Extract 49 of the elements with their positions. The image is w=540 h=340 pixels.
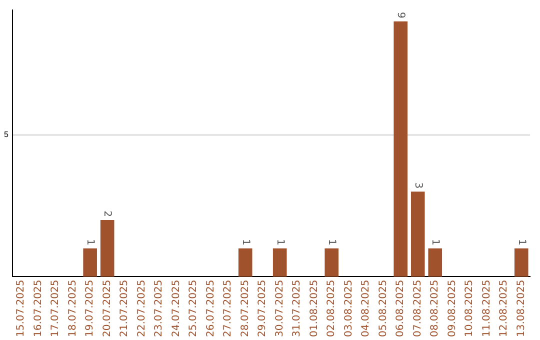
data-label: 3 bbox=[412, 182, 424, 189]
data-label: 9 bbox=[395, 12, 406, 18]
data-label: 1 bbox=[430, 238, 441, 246]
bar bbox=[272, 248, 287, 277]
data-label: 2 bbox=[102, 210, 113, 217]
x-tick-label: 27.07.2025 bbox=[222, 280, 234, 338]
x-tick-label: 03.08.2025 bbox=[343, 280, 354, 338]
x-tick-label: 30.07.2025 bbox=[274, 280, 286, 338]
x-tick-label: 10.08.2025 bbox=[464, 280, 476, 338]
x-tick-label: 22.07.2025 bbox=[136, 280, 148, 338]
bar bbox=[238, 248, 252, 277]
bar bbox=[514, 248, 528, 277]
bar bbox=[394, 21, 408, 277]
x-tick-label: 06.08.2025 bbox=[395, 280, 406, 338]
x-tick-label: 19.07.2025 bbox=[84, 280, 96, 338]
x-tick-label: 23.07.2025 bbox=[154, 280, 165, 338]
x-tick-label: 21.07.2025 bbox=[119, 280, 130, 338]
bar bbox=[324, 248, 339, 277]
x-tick-label: 09.08.2025 bbox=[446, 280, 458, 338]
x-tick-label: 05.08.2025 bbox=[378, 280, 389, 338]
x-tick-label: 26.07.2025 bbox=[205, 280, 216, 338]
x-tick-label: 24.07.2025 bbox=[170, 280, 182, 338]
data-label: 1 bbox=[240, 238, 251, 246]
x-tick-label: 01.08.2025 bbox=[308, 280, 320, 338]
x-tick-label: 28.07.2025 bbox=[240, 280, 251, 338]
data-label: 1 bbox=[516, 238, 527, 246]
x-tick-label: 25.07.2025 bbox=[188, 280, 200, 338]
bar bbox=[83, 248, 97, 277]
x-tick-label: 29.07.2025 bbox=[257, 280, 268, 338]
data-label: 1 bbox=[274, 238, 286, 246]
x-tick-label: 12.08.2025 bbox=[498, 280, 510, 338]
bar bbox=[100, 220, 114, 277]
x-tick-label: 16.07.2025 bbox=[32, 280, 44, 338]
x-tick-label: 18.07.2025 bbox=[67, 280, 78, 338]
x-tick-label: 15.07.2025 bbox=[16, 280, 27, 338]
x-tick-label: 07.08.2025 bbox=[412, 280, 424, 338]
data-label: 1 bbox=[326, 238, 338, 246]
bar bbox=[428, 248, 442, 277]
x-tick-label: 02.08.2025 bbox=[326, 280, 338, 338]
x-tick-label: 13.08.2025 bbox=[516, 280, 527, 338]
bar bbox=[410, 192, 425, 277]
x-tick-label: 08.08.2025 bbox=[430, 280, 441, 338]
y-tick-label: 5 bbox=[4, 130, 9, 140]
x-tick-label: 04.08.2025 bbox=[360, 280, 372, 338]
x-tick-label: 17.07.2025 bbox=[50, 280, 62, 338]
x-tick-label: 11.08.2025 bbox=[481, 280, 492, 338]
x-tick-label: 20.07.2025 bbox=[102, 280, 113, 338]
data-label: 1 bbox=[84, 238, 96, 246]
x-tick-label: 31.07.2025 bbox=[292, 280, 303, 338]
